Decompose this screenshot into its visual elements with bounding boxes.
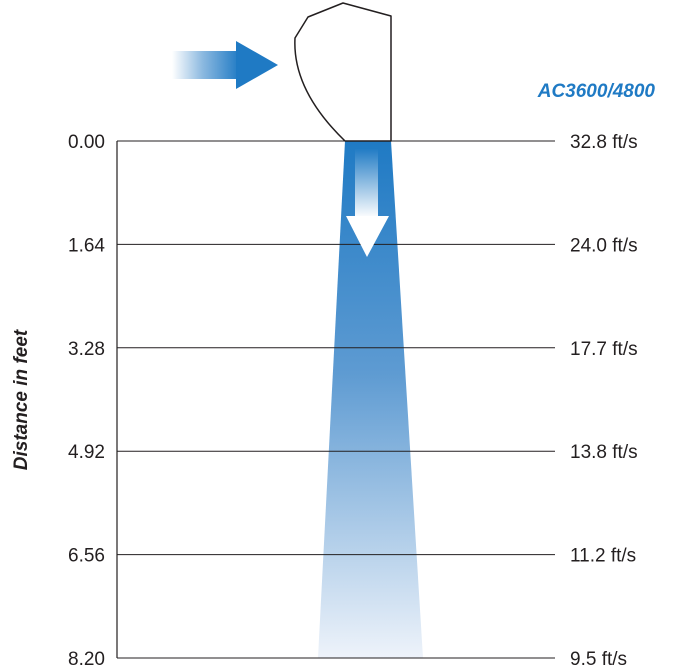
gridlines: 0.00 32.8 ft/s 1.64 24.0 ft/s 3.28 17.7 ft/s 4… <box>68 132 638 669</box>
arrow-down-icon <box>346 148 389 257</box>
velocity-label-4: 11.2 ft/s <box>570 546 636 567</box>
distance-label-3: 4.92 <box>68 442 105 463</box>
distance-label-0: 0.00 <box>68 132 105 153</box>
velocity-label-1: 24.0 ft/s <box>570 235 638 256</box>
distance-label-5: 8.20 <box>68 649 105 669</box>
air-plume <box>318 141 423 658</box>
velocity-label-3: 13.8 ft/s <box>570 442 638 463</box>
y-axis-title: Distance in feet <box>11 329 32 470</box>
air-unit-outline-icon <box>294 2 392 142</box>
distance-label-4: 6.56 <box>68 546 105 567</box>
distance-label-2: 3.28 <box>68 339 105 360</box>
velocity-label-2: 17.7 ft/s <box>570 339 638 360</box>
velocity-label-0: 32.8 ft/s <box>570 132 638 153</box>
model-label: AC3600/4800 <box>537 81 656 102</box>
velocity-label-5: 9.5 ft/s <box>570 649 627 669</box>
distance-label-1: 1.64 <box>68 235 105 256</box>
arrow-right-icon <box>172 41 278 89</box>
